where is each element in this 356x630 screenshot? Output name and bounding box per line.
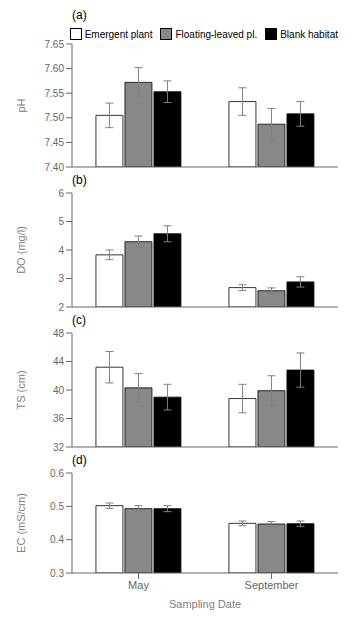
svg-text:September: September — [245, 579, 299, 591]
svg-text:5: 5 — [58, 216, 64, 227]
svg-text:7.50: 7.50 — [45, 112, 65, 123]
svg-text:4: 4 — [58, 245, 64, 256]
svg-text:7.40: 7.40 — [45, 162, 65, 173]
svg-text:EC (mS/cm): EC (mS/cm) — [15, 493, 27, 553]
svg-text:32: 32 — [53, 442, 65, 453]
html-text:(c): (c) — [72, 313, 86, 327]
html-text:(a): (a) — [72, 8, 87, 22]
svg-text:DO (mg/l): DO (mg/l) — [15, 226, 27, 274]
svg-text:36: 36 — [53, 413, 65, 424]
svg-text:May: May — [128, 579, 149, 591]
svg-text:40: 40 — [53, 385, 65, 396]
svg-text:Sampling Date: Sampling Date — [169, 598, 241, 610]
html-text:Blank habitat: Blank habitat — [280, 28, 338, 40]
svg-text:0.5: 0.5 — [50, 501, 64, 512]
svg-text:7.45: 7.45 — [45, 137, 65, 148]
html-text:(b): (b) — [72, 173, 87, 187]
svg-text:6: 6 — [58, 188, 64, 199]
svg-text:48: 48 — [53, 328, 65, 339]
svg-text:7.55: 7.55 — [45, 88, 65, 99]
svg-text:TS (cm): TS (cm) — [15, 370, 27, 409]
svg-text:0.6: 0.6 — [50, 468, 64, 479]
html-text:(d): (d) — [72, 453, 87, 467]
svg-text:3: 3 — [58, 273, 64, 284]
svg-text:7.65: 7.65 — [45, 39, 65, 50]
svg-text:7.60: 7.60 — [45, 63, 65, 74]
html-text:Floating-leaved pl.: Floating-leaved pl. — [175, 28, 258, 40]
html-text:Emergent plant: Emergent plant — [84, 28, 153, 40]
svg-text:pH: pH — [15, 98, 27, 112]
svg-text:44: 44 — [53, 356, 65, 367]
svg-text:2: 2 — [58, 302, 64, 313]
svg-text:0.3: 0.3 — [50, 568, 64, 579]
svg-text:0.4: 0.4 — [50, 534, 64, 545]
